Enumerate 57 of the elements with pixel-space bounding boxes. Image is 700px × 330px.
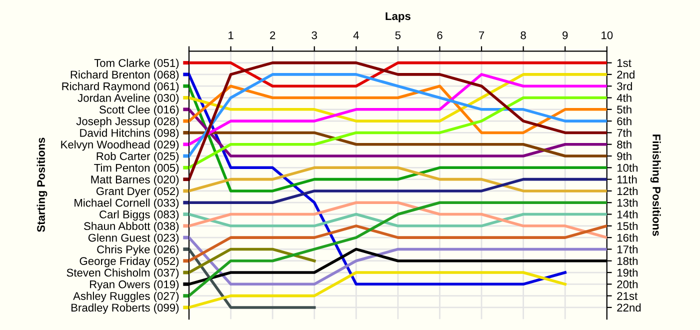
legend-label: Carl Biggs (083) <box>100 210 179 221</box>
legend-label: Glenn Guest (023) <box>88 234 179 244</box>
legend-label: George Friday (052) <box>80 256 179 268</box>
legend-label: Richard Raymond (061) <box>62 82 179 92</box>
x-tick-label: 4 <box>353 31 359 40</box>
legend-label: David Hitchins (098) <box>80 128 179 140</box>
legend-label: Joseph Jessup (028) <box>76 117 179 128</box>
x-tick-label: 1 <box>228 31 234 40</box>
legend-label: Tom Clarke (051) <box>94 58 179 70</box>
y2-tick-label: 7th <box>617 128 632 137</box>
legend-label: Ashley Ruggles (027) <box>73 292 179 302</box>
y2-tick-label: 9th <box>617 152 632 160</box>
x-tick-label: 7 <box>479 31 484 40</box>
x-tick-label: 3 <box>312 31 317 40</box>
text: Starting Positions <box>36 138 48 232</box>
y2-tick-label: 15th <box>617 222 638 230</box>
x-tick-label: 2 <box>270 31 276 40</box>
x-tick-label: 8 <box>520 31 526 40</box>
y2-tick-label: 16th <box>617 234 638 242</box>
y2-tick-label: 1st <box>617 59 632 67</box>
legend-label: Steven Chisholm (037) <box>66 268 179 279</box>
legend-label: Shaun Abbott (038) <box>84 222 179 232</box>
legend-label: Chris Pyke (026) <box>97 245 179 256</box>
y2-tick-label: 5th <box>617 105 632 114</box>
x-tick-label: 6 <box>437 31 442 40</box>
y2-tick-label: 2nd <box>617 70 634 79</box>
x-axis-title: Laps <box>386 12 410 22</box>
legend-label: Matt Barnes (020) <box>91 175 179 186</box>
y2-tick-label: 21st <box>617 292 638 300</box>
y2-tick-label: 20th <box>617 280 638 288</box>
legend-label: Tim Penton (005) <box>94 164 179 174</box>
y2-axis-title: Finishing Positions <box>650 134 661 236</box>
y2-tick-label: 8th <box>617 140 632 148</box>
y2-tick-label: 18th <box>617 256 638 265</box>
legend-label: Ryan Owers (019) <box>90 280 179 290</box>
legend-label: Rob Carter (025) <box>96 152 179 162</box>
x-tick-label: 9 <box>562 31 568 40</box>
legend-label: Bradley Roberts (099) <box>72 303 179 314</box>
y2-tick-label: 10th <box>617 164 638 172</box>
y2-tick-label: 14th <box>617 210 638 218</box>
legend-label: Jordan Aveline (030) <box>78 94 179 104</box>
y2-tick-label: 3rd <box>617 82 632 90</box>
y2-tick-label: 12th <box>617 186 638 196</box>
y2-tick-label: 13th <box>617 198 638 207</box>
x-tick-label: 10 <box>602 31 613 40</box>
y2-tick-label: 11th <box>617 175 637 184</box>
legend-label: Kelvyn Woodhead (029) <box>61 140 179 151</box>
legend-label: Scott Clee (016) <box>100 105 179 116</box>
y2-tick-label: 19th <box>617 268 638 277</box>
y2-tick-label: 4th <box>616 94 632 102</box>
x-tick-label: 5 <box>395 31 401 40</box>
y2-tick-label: 22nd <box>617 303 641 312</box>
legend-label: Grant Dyer (052) <box>96 186 179 198</box>
y2-tick-label: 17th <box>617 245 638 254</box>
legend-label: Richard Brenton (068) <box>70 70 179 81</box>
y2-tick-label: 6th <box>617 117 632 126</box>
legend-label: Michael Cornell (033) <box>74 198 179 209</box>
